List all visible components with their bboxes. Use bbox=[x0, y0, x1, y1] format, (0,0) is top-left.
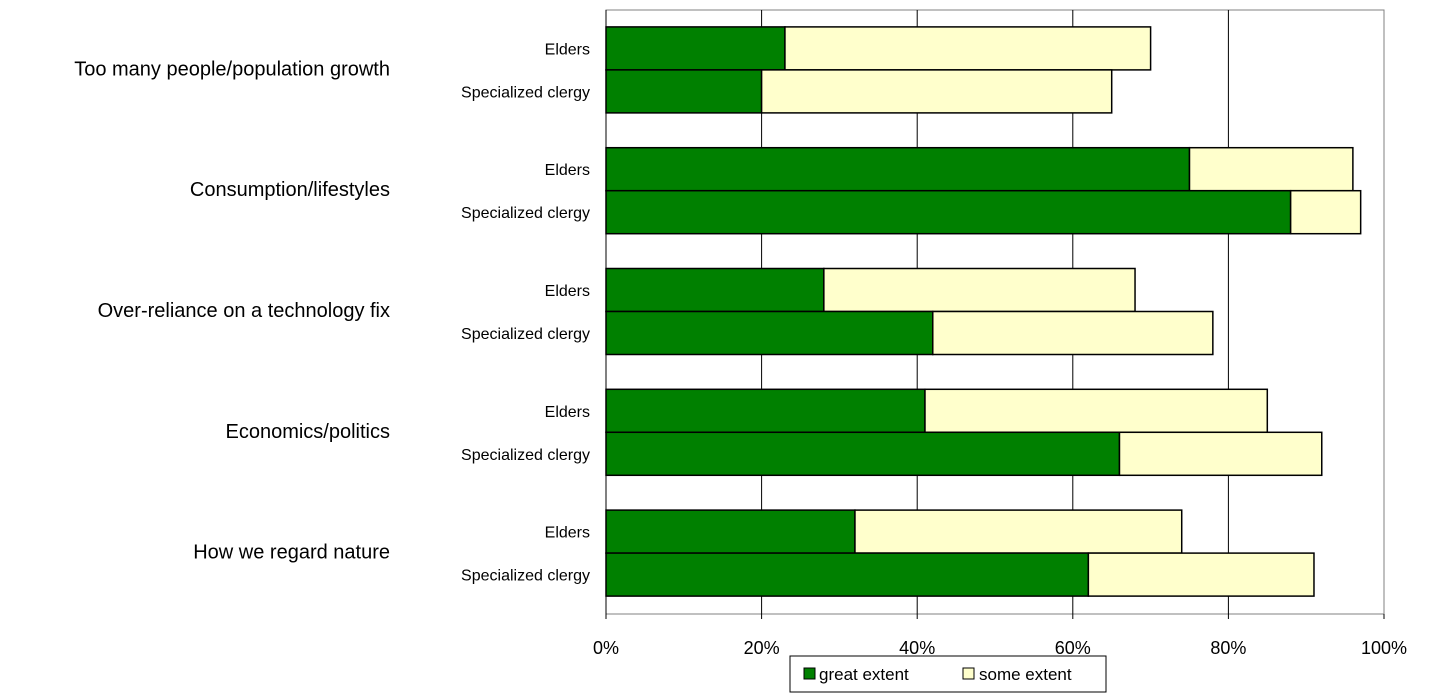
category-label: Too many people/population growth bbox=[74, 58, 390, 80]
legend-box bbox=[789, 655, 1107, 693]
bar-segment-great-extent bbox=[605, 310, 934, 356]
bar-segment-some-extent bbox=[1188, 146, 1354, 192]
legend-label-great-extent: great extent bbox=[819, 665, 909, 684]
category-label: Economics/politics bbox=[225, 421, 390, 443]
category-label: Over-reliance on a technology fix bbox=[98, 300, 390, 322]
bar-segment-great-extent bbox=[605, 146, 1191, 192]
x-tick-label: 100% bbox=[1361, 638, 1407, 658]
bar-segment-great-extent bbox=[605, 388, 926, 434]
x-tick-label: 60% bbox=[1055, 638, 1091, 658]
x-tick-label: 20% bbox=[744, 638, 780, 658]
bar-segment-great-extent bbox=[605, 267, 825, 313]
group-label: Elders bbox=[545, 283, 590, 300]
category-label: How we regard nature bbox=[193, 542, 390, 564]
x-axis-ticks: 0% 20% 40% 60% 80% 100% bbox=[593, 614, 1407, 658]
group-label: Elders bbox=[545, 525, 590, 542]
group-label: Elders bbox=[545, 41, 590, 58]
group-label: Elders bbox=[545, 404, 590, 421]
x-tick-label: 0% bbox=[593, 638, 619, 658]
bar-segment-some-extent bbox=[1087, 552, 1315, 597]
legend-swatch-great-extent bbox=[803, 667, 816, 680]
bar-segment-great-extent bbox=[605, 509, 856, 554]
bar-segment-great-extent bbox=[605, 552, 1090, 597]
x-tick-label: 80% bbox=[1210, 638, 1246, 658]
legend: great extent some extent bbox=[789, 655, 1107, 693]
group-labels: Elders Specialized clergy Elders Specialize… bbox=[461, 41, 590, 584]
bars bbox=[605, 26, 1362, 597]
group-label: Specialized clergy bbox=[461, 447, 590, 464]
bar-segment-great-extent bbox=[605, 189, 1292, 235]
legend-label-some-extent: some extent bbox=[979, 665, 1072, 684]
bar-segment-some-extent bbox=[1289, 189, 1362, 235]
bar-segment-some-extent bbox=[760, 69, 1113, 114]
bar-segment-some-extent bbox=[784, 26, 1152, 71]
bar-segment-great-extent bbox=[605, 69, 763, 114]
x-tick-label: 40% bbox=[899, 638, 935, 658]
category-labels: Too many people/population growth Consump… bbox=[74, 58, 390, 563]
group-label: Specialized clergy bbox=[461, 568, 590, 585]
bar-segment-some-extent bbox=[823, 267, 1136, 313]
bar-segment-some-extent bbox=[854, 509, 1183, 554]
group-label: Elders bbox=[545, 162, 590, 179]
bar-segment-great-extent bbox=[605, 431, 1121, 477]
bar-segment-some-extent bbox=[1118, 431, 1323, 477]
group-label: Specialized clergy bbox=[461, 84, 590, 101]
group-label: Specialized clergy bbox=[461, 205, 590, 222]
bar-segment-great-extent bbox=[605, 26, 786, 71]
bar-segment-some-extent bbox=[924, 388, 1269, 434]
group-label: Specialized clergy bbox=[461, 326, 590, 343]
legend-swatch-some-extent bbox=[962, 667, 975, 680]
category-label: Consumption/lifestyles bbox=[190, 179, 390, 201]
bar-segment-some-extent bbox=[932, 310, 1214, 356]
